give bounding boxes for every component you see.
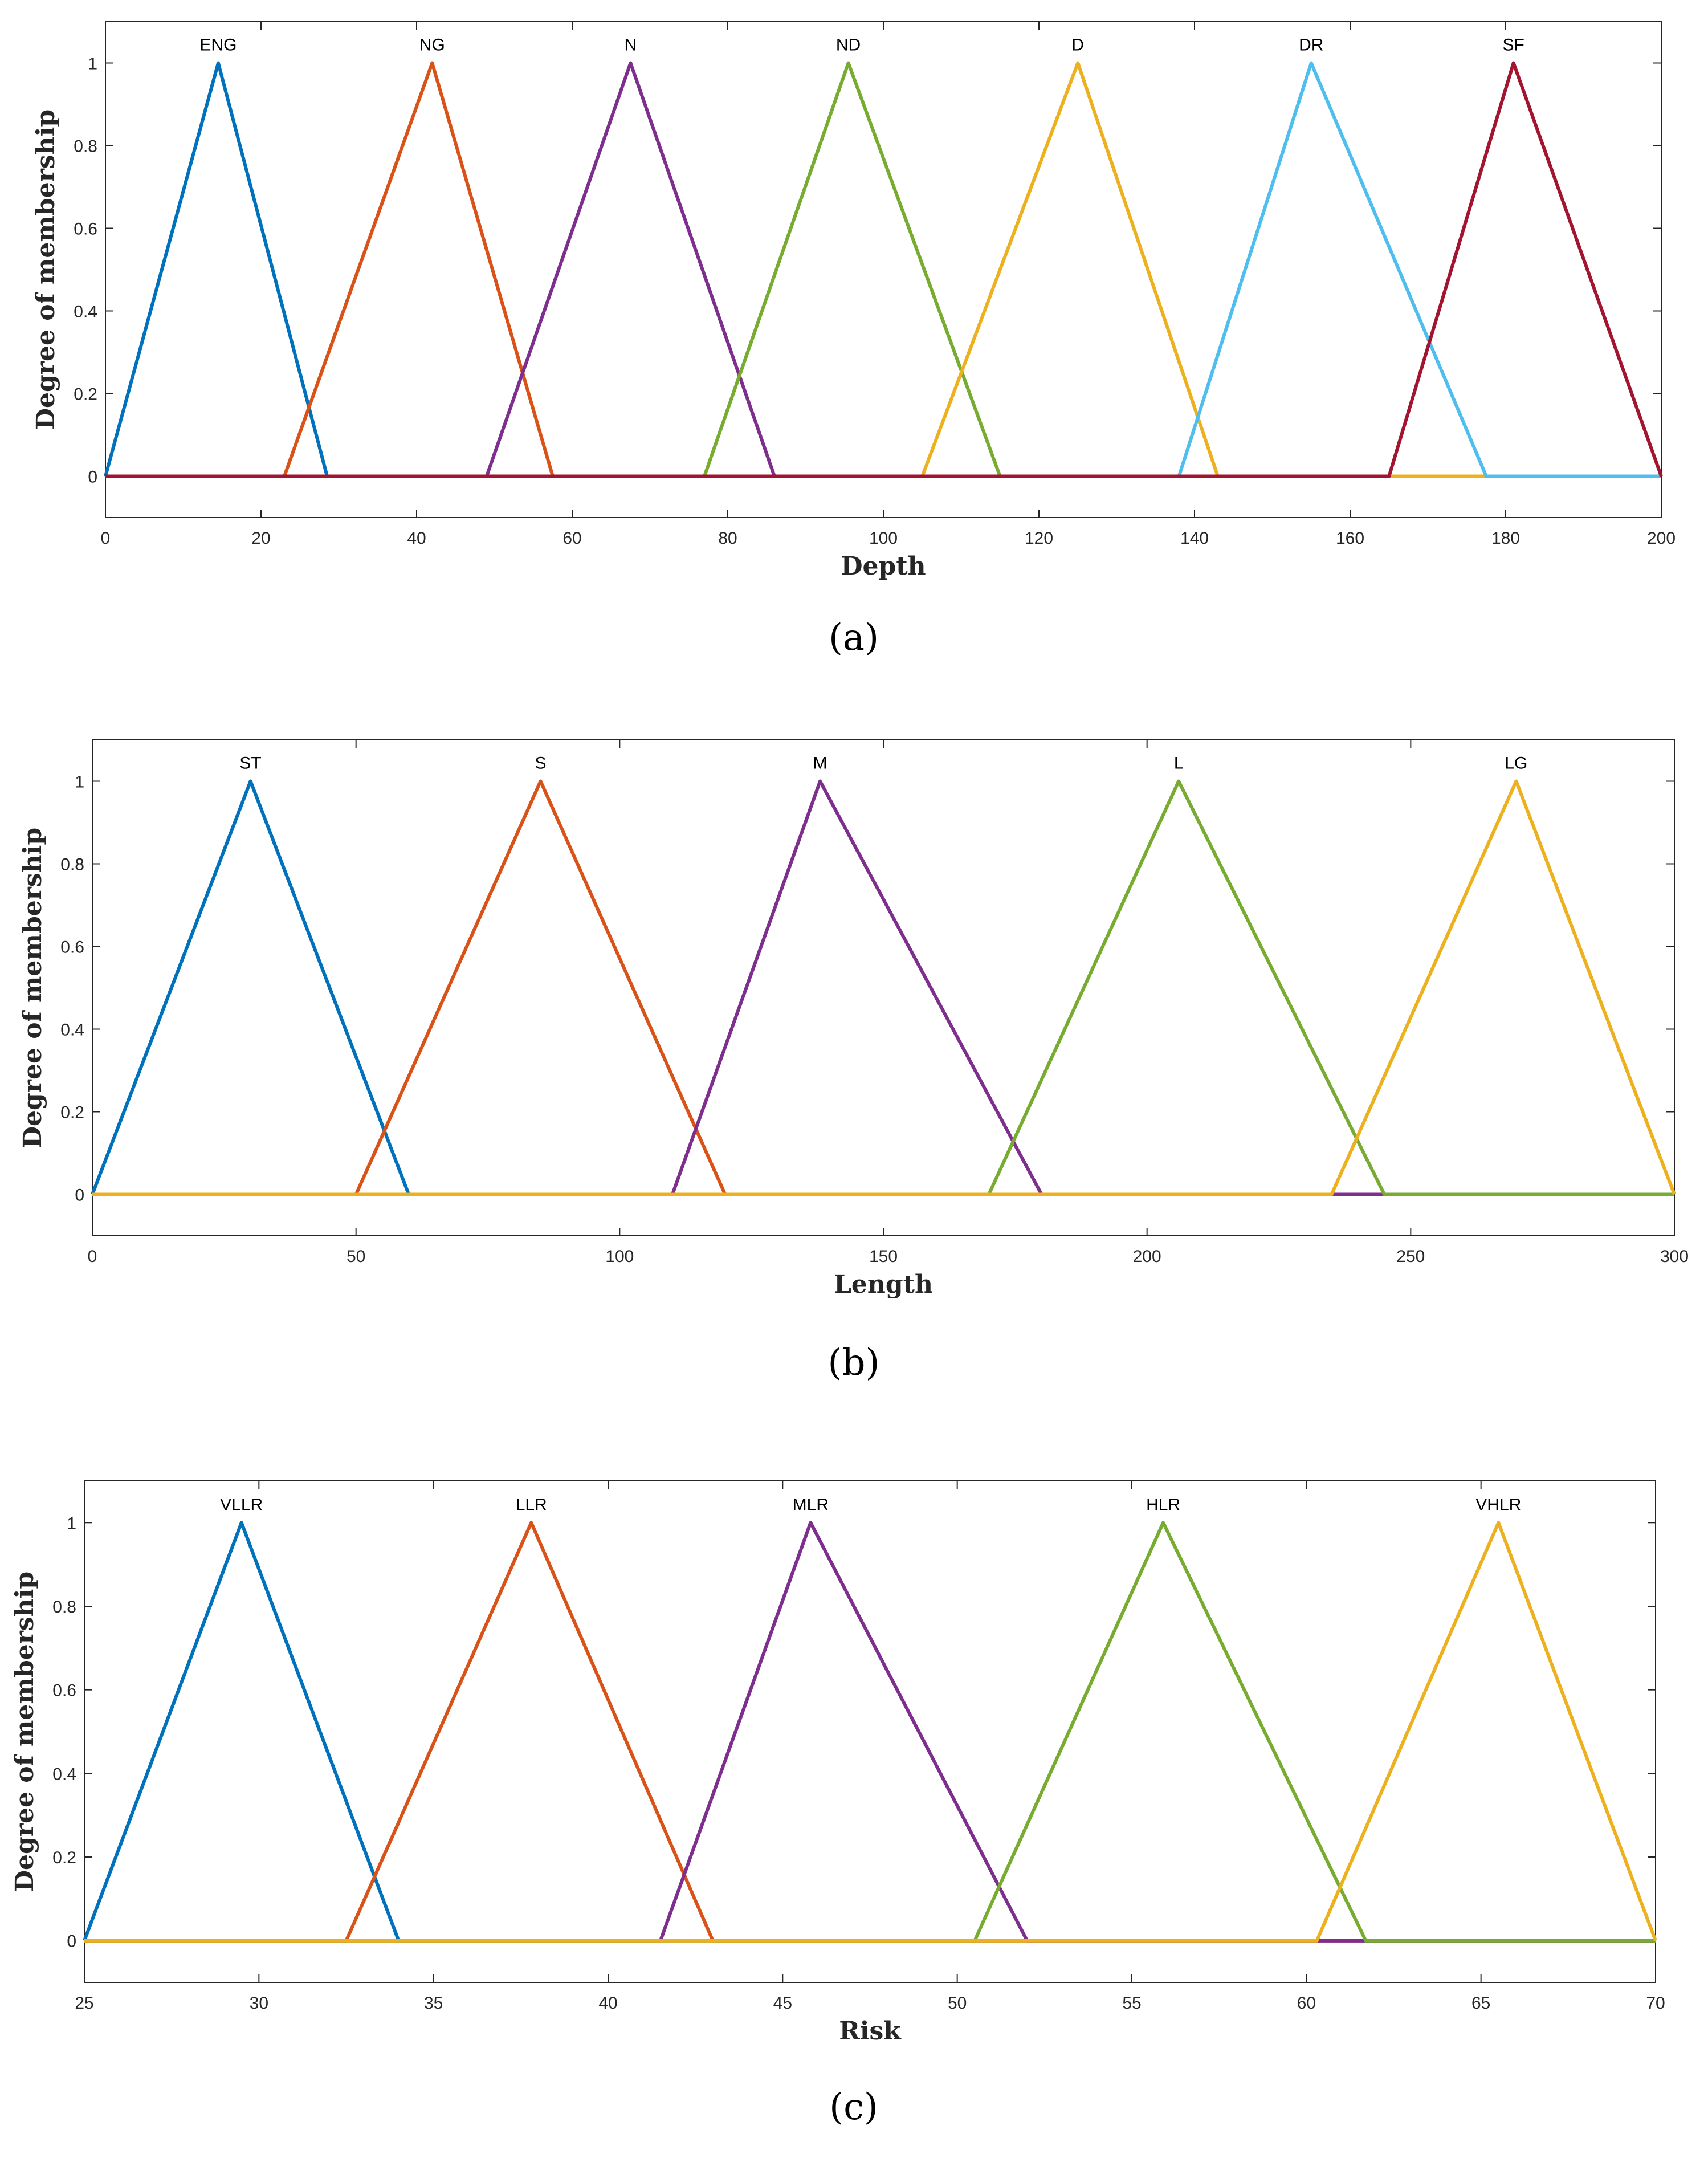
x-tick-label: 50 <box>347 1247 365 1266</box>
plot-area <box>92 739 1675 1236</box>
x-tick-label: 20 <box>251 529 270 548</box>
panel-caption: (b) <box>828 1342 880 1384</box>
plot-area <box>84 1480 1656 1983</box>
y-tick-label: 0.8 <box>74 137 97 156</box>
series-line-lg <box>92 779 1676 1196</box>
mf-label: LLR <box>516 1495 547 1514</box>
y-tick-label: 0.6 <box>60 938 84 957</box>
x-tick-label: 140 <box>1180 529 1209 548</box>
y-tick-label: 0.4 <box>52 1765 76 1784</box>
y-tick-label: 0.6 <box>52 1681 76 1700</box>
x-tick-label: 150 <box>869 1247 898 1266</box>
x-tick-label: 55 <box>1122 1994 1141 2013</box>
mf-label: HLR <box>1146 1495 1180 1514</box>
x-tick-label: 250 <box>1396 1247 1425 1266</box>
y-tick-label: 1 <box>67 1514 76 1533</box>
x-tick-label: 100 <box>605 1247 634 1266</box>
mf-label: NG <box>419 36 445 55</box>
y-tick-label: 0.4 <box>74 303 97 321</box>
y-tick-label: 0 <box>75 1186 84 1205</box>
y-tick-label: 0.2 <box>60 1104 84 1122</box>
y-tick-label: 0.6 <box>74 220 97 239</box>
x-tick-label: 300 <box>1660 1247 1689 1266</box>
x-tick-label: 35 <box>424 1994 443 2013</box>
x-tick-label: 40 <box>598 1994 617 2013</box>
mf-label: ST <box>239 754 261 773</box>
x-axis-label: Depth <box>841 552 926 581</box>
x-tick-label: 40 <box>407 529 426 548</box>
x-tick-label: 80 <box>718 529 737 548</box>
x-tick-label: 45 <box>773 1994 792 2013</box>
y-tick-label: 0 <box>88 468 97 487</box>
x-tick-label: 0 <box>101 529 111 548</box>
y-axis-label: Degree of membership <box>18 828 47 1148</box>
chart-panel-1: 0 20 40 60 80 100 120 140 160 180 200 0 0.2 0.4 0.6 0.8… <box>31 21 1676 659</box>
y-tick-label: 1 <box>75 773 84 792</box>
x-axis-label: Risk <box>839 2017 902 2046</box>
x-tick-label: 25 <box>75 1994 93 2013</box>
mf-label: N <box>625 36 637 55</box>
mf-label: VHLR <box>1475 1495 1521 1514</box>
mf-label: LG <box>1505 754 1527 773</box>
x-tick-label: 70 <box>1646 1994 1665 2013</box>
x-tick-label: 60 <box>1297 1994 1316 2013</box>
series-line-vhlr <box>84 1521 1657 1943</box>
mf-label: S <box>535 754 547 773</box>
y-tick-label: 0 <box>67 1932 76 1951</box>
mf-label: SF <box>1502 36 1524 55</box>
y-tick-label: 0.8 <box>52 1598 76 1617</box>
series-line-sf <box>105 61 1663 478</box>
x-tick-label: 120 <box>1025 529 1053 548</box>
panel-caption: (c) <box>829 2086 878 2128</box>
y-tick-label: 1 <box>88 55 97 74</box>
x-tick-label: 200 <box>1647 529 1676 548</box>
y-tick-label: 0.2 <box>74 385 97 404</box>
x-tick-label: 100 <box>869 529 898 548</box>
chart-panel-3: 25 30 35 40 45 50 55 60 65 70 0 0.2 0.4 0.6 0.8 1 VLLR LL… <box>10 1480 1665 2128</box>
panel-caption: (a) <box>829 617 879 659</box>
mf-label: VLLR <box>220 1495 263 1514</box>
mf-label: M <box>813 754 827 773</box>
x-tick-label: 60 <box>562 529 581 548</box>
mf-label: MLR <box>793 1495 829 1514</box>
x-tick-label: 0 <box>88 1247 97 1266</box>
mf-label: DR <box>1299 36 1323 55</box>
y-tick-label: 0.8 <box>60 856 84 874</box>
mf-label: D <box>1071 36 1084 55</box>
x-tick-label: 180 <box>1491 529 1520 548</box>
x-axis-label: Length <box>834 1270 933 1299</box>
x-tick-label: 160 <box>1336 529 1364 548</box>
mf-label: ENG <box>199 36 237 55</box>
mf-label: L <box>1174 754 1184 773</box>
chart-panel-2: 0 50 100 150 200 250 300 0 0.2 0.4 0.6 0.8 1 ST S M L LG L… <box>18 739 1689 1384</box>
y-tick-label: 0.4 <box>60 1021 84 1040</box>
x-tick-label: 200 <box>1133 1247 1161 1266</box>
y-tick-label: 0.2 <box>52 1848 76 1867</box>
y-axis-label: Degree of membership <box>10 1571 39 1892</box>
plot-area <box>105 21 1662 518</box>
mf-label: ND <box>836 36 861 55</box>
x-tick-label: 50 <box>948 1994 967 2013</box>
y-axis-label: Degree of membership <box>31 109 60 430</box>
x-tick-label: 65 <box>1471 1994 1490 2013</box>
x-tick-label: 30 <box>250 1994 268 2013</box>
